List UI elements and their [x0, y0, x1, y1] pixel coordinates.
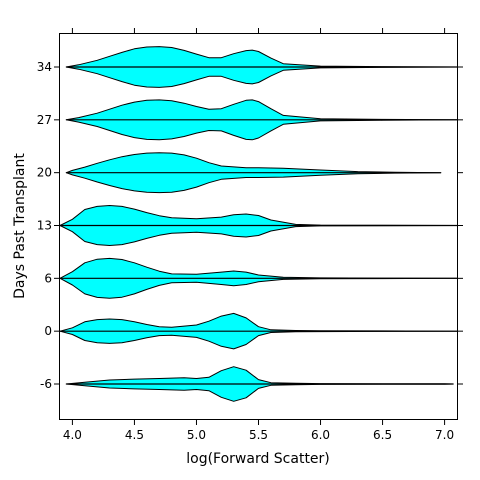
- x-tick-label: 7.0: [435, 428, 454, 442]
- y-tick-label: 0: [44, 324, 52, 338]
- x-tick-label: 6.5: [373, 428, 392, 442]
- y-tick-label: 34: [37, 60, 52, 74]
- y-axis-ticks: -6 0 6 13 20 27 34: [37, 60, 463, 391]
- x-tick-label: 5.0: [187, 428, 206, 442]
- x-tick-label: 6.0: [311, 428, 330, 442]
- x-tick-label: 4.5: [125, 428, 144, 442]
- y-tick-label: 20: [37, 166, 52, 180]
- violins-group: [59, 46, 458, 402]
- x-axis-title: log(Forward Scatter): [186, 451, 330, 467]
- y-tick-label: 13: [37, 219, 52, 233]
- y-tick-label: -6: [40, 377, 52, 391]
- y-tick-label: 27: [37, 113, 52, 127]
- y-axis-title: Days Past Transplant: [12, 153, 28, 299]
- x-tick-label: 5.5: [249, 428, 268, 442]
- y-tick-label: 6: [44, 271, 52, 285]
- x-axis-ticks: 4.0 4.5 5.0 5.5 6.0 6.5 7.0: [63, 28, 454, 442]
- x-tick-label: 4.0: [63, 428, 82, 442]
